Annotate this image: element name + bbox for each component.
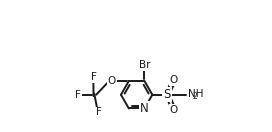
Text: F: F <box>91 72 97 82</box>
Text: F: F <box>75 90 81 100</box>
Text: Br: Br <box>139 60 150 70</box>
Text: 2: 2 <box>193 91 197 101</box>
Text: O: O <box>170 105 178 115</box>
Text: NH: NH <box>188 89 203 99</box>
Text: O: O <box>170 75 178 85</box>
Text: F: F <box>96 107 102 117</box>
Text: O: O <box>108 76 116 86</box>
Text: N: N <box>140 102 149 115</box>
Text: S: S <box>164 88 171 101</box>
